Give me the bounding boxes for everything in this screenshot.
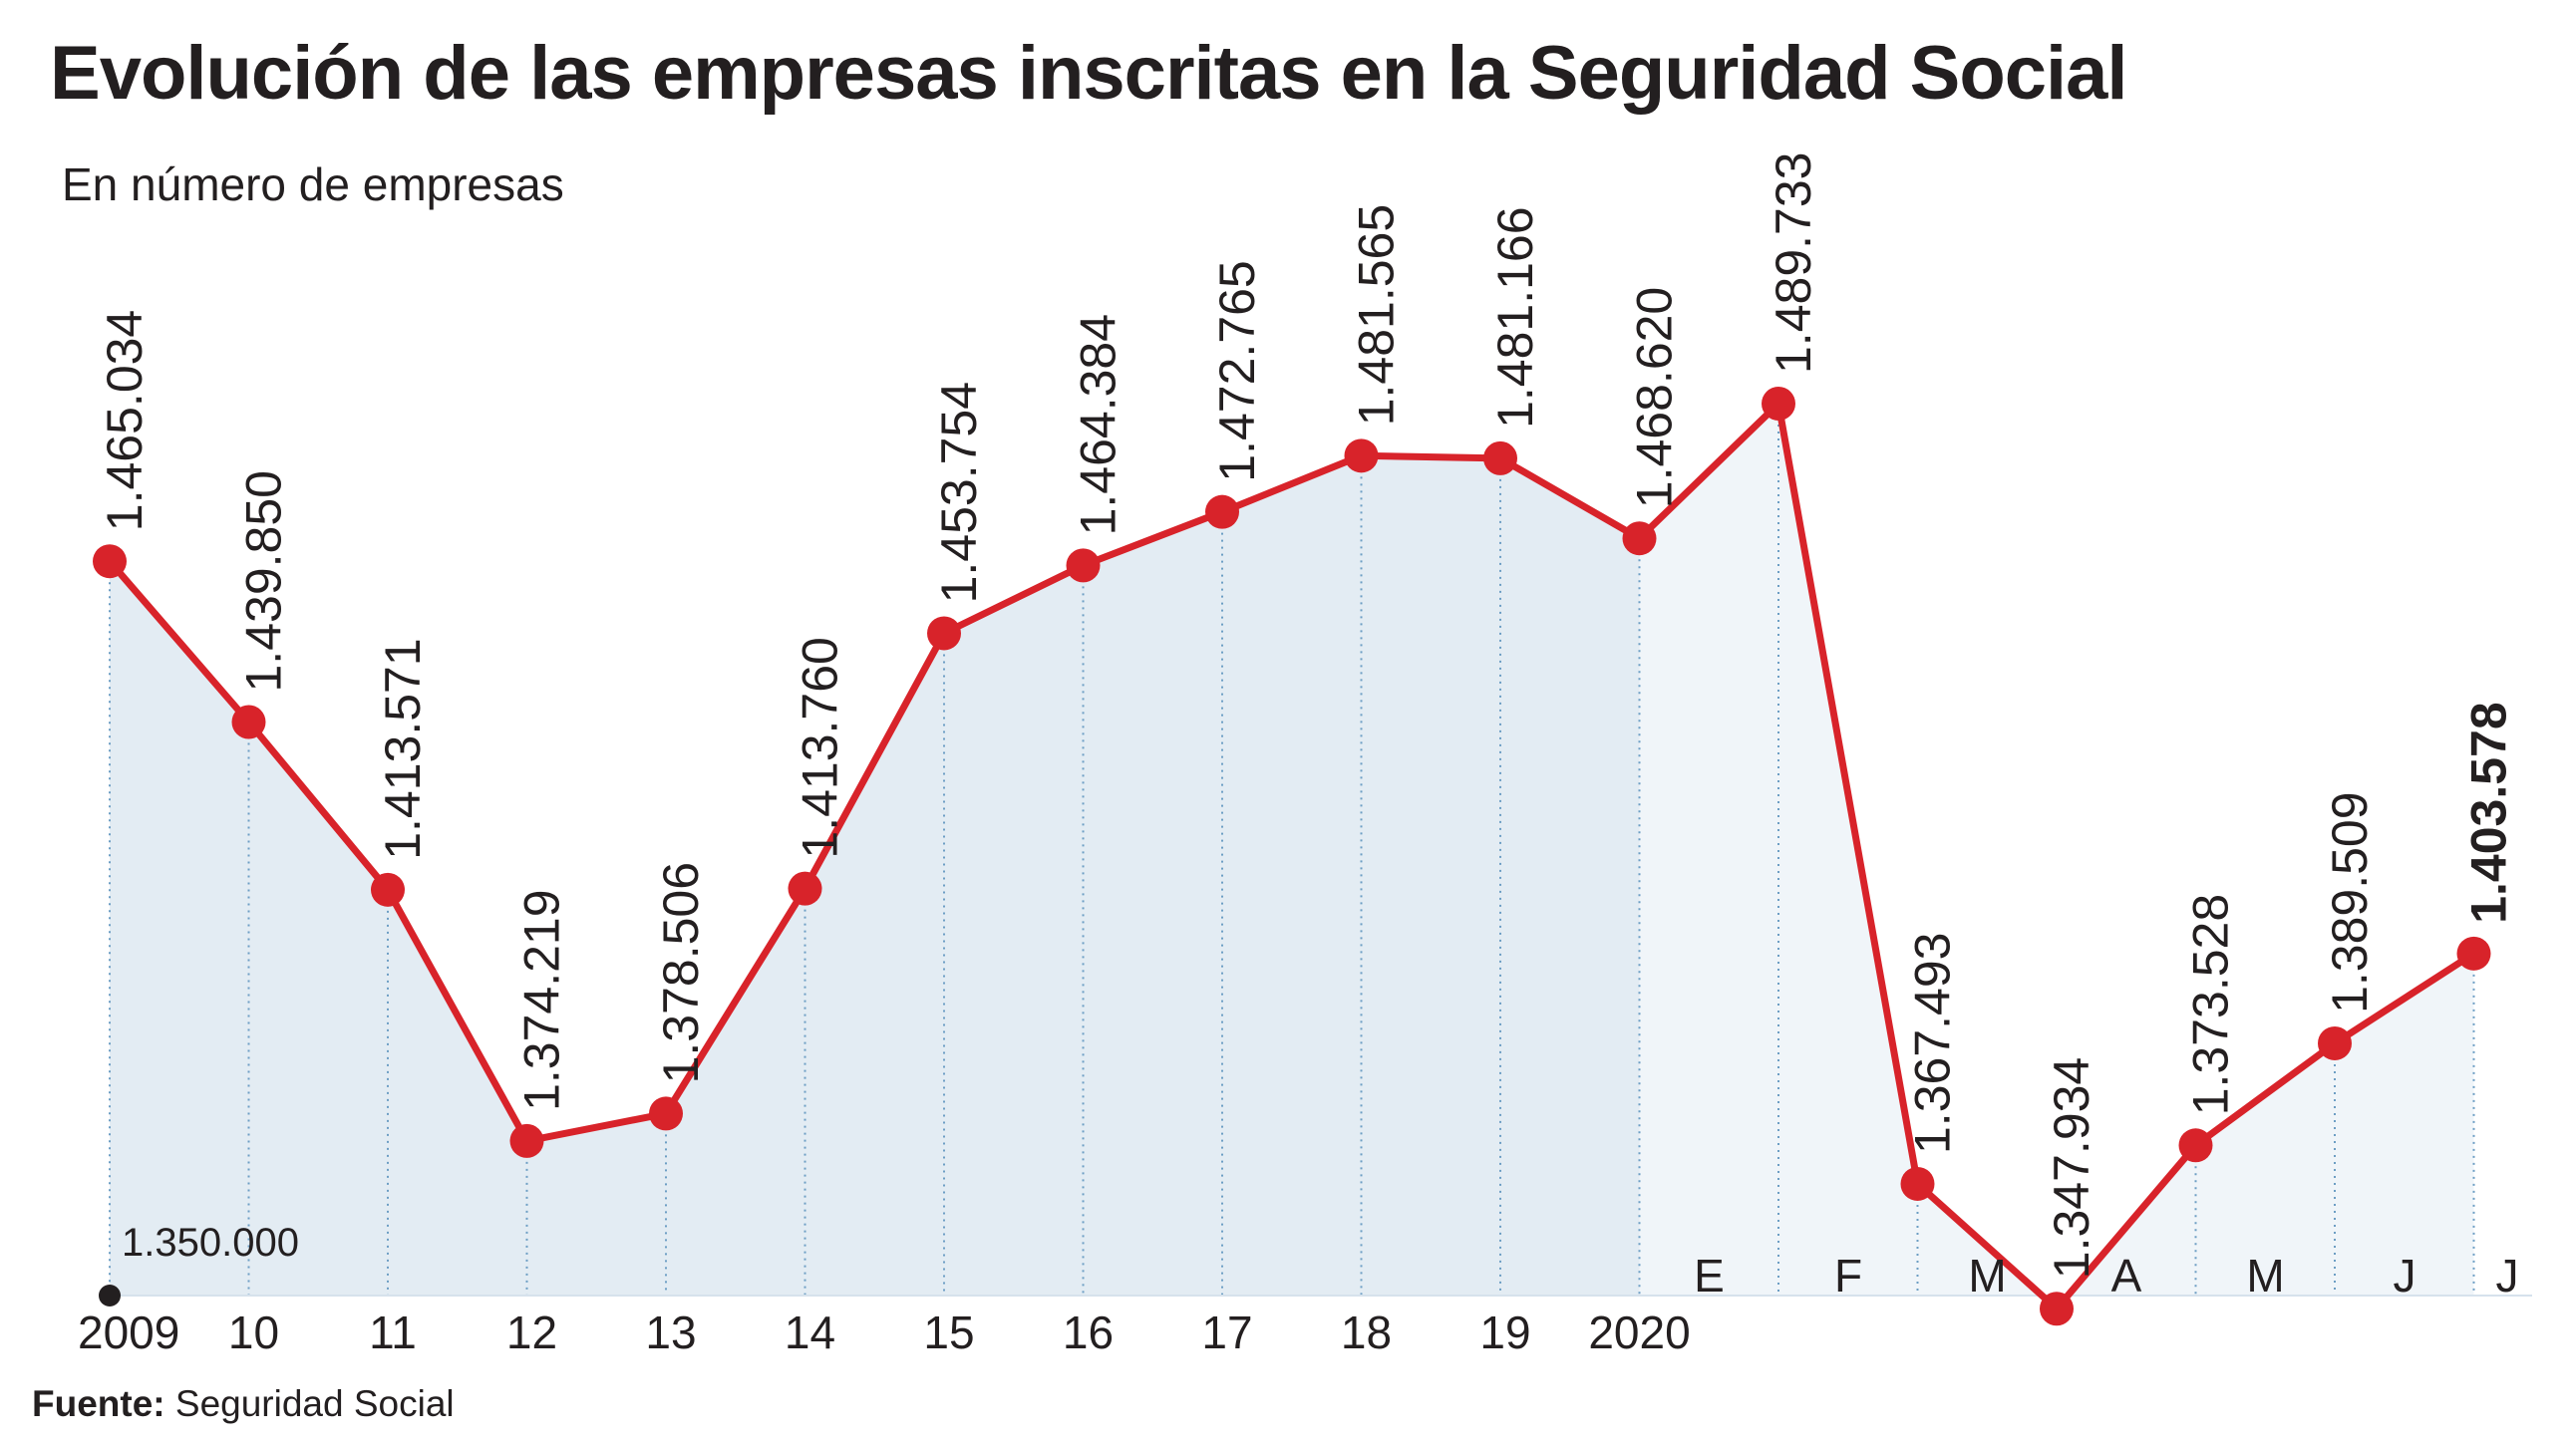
- value-label: 1.464.384: [1070, 314, 1126, 535]
- value-labels-layer: 1.465.034 1.439.850 1.413.571 1.374.219 1.37…: [97, 152, 2517, 1280]
- data-point: [2178, 1128, 2213, 1163]
- value-label: 1.481.565: [1349, 204, 1405, 426]
- x-tick-label: 10: [228, 1306, 279, 1358]
- x-tick-label: 16: [1063, 1306, 1114, 1358]
- x-tick-label: 15: [923, 1306, 974, 1358]
- value-label: 1.468.620: [1627, 287, 1683, 508]
- x-tick-label: J: [2394, 1250, 2416, 1302]
- source-label: Fuente:: [32, 1383, 165, 1424]
- value-label: 1.347.934: [2044, 1057, 2099, 1279]
- guide-lines-layer: [109, 404, 2475, 1309]
- x-tick-label: 19: [1479, 1306, 1530, 1358]
- data-points-layer: [93, 387, 2491, 1326]
- value-label: 1.413.760: [793, 637, 848, 858]
- baseline-label: 1.350.000: [122, 1221, 299, 1265]
- value-label: 1.403.578: [2461, 702, 2517, 923]
- value-label: 1.481.166: [1487, 206, 1543, 428]
- data-point: [93, 544, 127, 579]
- line-chart: 1.350.000 1.465.034 1.439.850 1.413.571 1.3…: [78, 152, 2532, 1358]
- data-point: [1900, 1166, 1935, 1201]
- value-label: 1.413.571: [375, 638, 431, 859]
- x-tick-label: M: [2246, 1250, 2284, 1302]
- data-point: [509, 1123, 544, 1158]
- area-fill-monthly: [1639, 404, 2474, 1309]
- x-tick-label: 18: [1341, 1306, 1392, 1358]
- data-point: [1483, 440, 1517, 475]
- source-text: Seguridad Social: [174, 1383, 455, 1424]
- value-label: 1.373.528: [2183, 894, 2239, 1115]
- series-line: [106, 400, 2477, 1312]
- x-tick-label: M: [1968, 1250, 2006, 1302]
- value-label: 1.489.733: [1766, 152, 1821, 374]
- value-label: 1.465.034: [97, 310, 153, 531]
- data-point: [1205, 494, 1239, 529]
- x-tick-label: 2009: [78, 1306, 179, 1358]
- value-label: 1.367.493: [1904, 933, 1960, 1154]
- value-label: 1.439.850: [236, 470, 292, 692]
- data-point: [1344, 438, 1379, 473]
- value-label: 1.453.754: [931, 382, 987, 603]
- x-tick-label: 17: [1201, 1306, 1252, 1358]
- x-tick-label: 14: [785, 1306, 835, 1358]
- x-tick-label: E: [1694, 1250, 1725, 1302]
- origin-dot: [99, 1285, 121, 1306]
- value-label: 1.374.219: [513, 889, 569, 1110]
- value-label: 1.389.509: [2322, 791, 2378, 1013]
- x-tick-label: 11: [369, 1306, 417, 1358]
- data-point: [927, 616, 961, 651]
- value-label: 1.472.765: [1209, 260, 1265, 481]
- source-note: Fuente: Seguridad Social: [32, 1383, 455, 1425]
- x-tick-label: J: [2496, 1250, 2519, 1302]
- data-point: [1762, 387, 1795, 421]
- area-fill-layer: [110, 404, 2474, 1309]
- data-point: [2318, 1025, 2352, 1060]
- area-fill-annual: [110, 455, 1640, 1296]
- data-point: [231, 705, 266, 739]
- x-tick-label: 12: [506, 1306, 557, 1358]
- x-tick-label: F: [1834, 1250, 1862, 1302]
- chart-subtitle: En número de empresas: [62, 158, 564, 210]
- data-point: [1622, 521, 1657, 556]
- value-label: 1.378.506: [653, 862, 709, 1083]
- data-point: [2456, 936, 2491, 971]
- data-point: [649, 1096, 683, 1131]
- x-tick-label: 13: [645, 1306, 696, 1358]
- x-tick-label: 2020: [1588, 1306, 1690, 1358]
- data-point: [2040, 1292, 2074, 1326]
- data-point: [1066, 548, 1101, 583]
- data-point: [788, 871, 822, 906]
- x-tick-label: A: [2111, 1250, 2142, 1302]
- data-point: [371, 872, 405, 907]
- chart-title: Evolución de las empresas inscritas en l…: [50, 31, 2128, 116]
- series-line-layer: [106, 400, 2477, 1312]
